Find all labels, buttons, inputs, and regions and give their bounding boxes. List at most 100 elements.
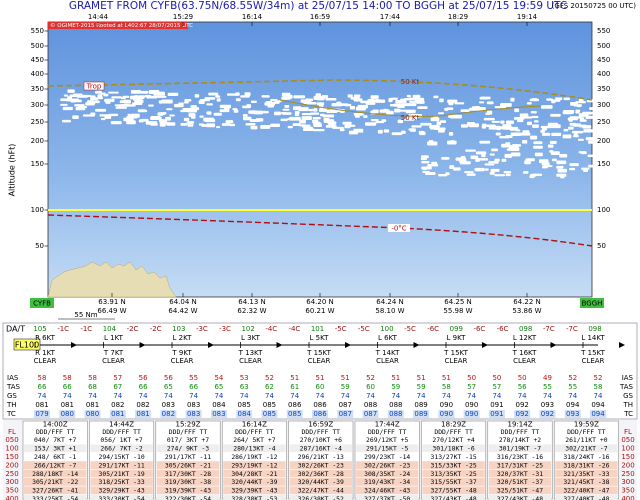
cloud — [347, 94, 353, 98]
cloud — [541, 128, 548, 131]
cloud — [583, 129, 595, 133]
cloud — [161, 99, 173, 104]
cloud — [437, 112, 445, 115]
cloud — [395, 109, 407, 112]
fl-value: 050 — [621, 436, 634, 444]
row-value: 084 — [237, 410, 251, 418]
cloud — [180, 109, 190, 113]
fl-value: 100 — [621, 445, 634, 453]
cloud — [575, 101, 587, 104]
cloud — [575, 111, 580, 114]
fl-value: 100 — [5, 445, 18, 453]
cloud — [508, 147, 520, 151]
cloud — [287, 117, 298, 121]
wind-cell: 056/ 1KT +7 — [100, 436, 142, 444]
cloud — [243, 116, 252, 121]
fl-value: 350 — [621, 487, 634, 495]
row-label: GS — [623, 392, 633, 400]
cloud — [547, 144, 554, 148]
cloud — [299, 119, 306, 124]
level-label-right: 200 — [597, 137, 610, 145]
wind-cell: 327/43KT -48 — [497, 495, 543, 500]
wind-cell: 327/55KT -48 — [431, 487, 477, 495]
row-value: 74 — [214, 392, 223, 400]
row-value: 087 — [339, 401, 352, 409]
cloud — [486, 124, 496, 127]
row-value: 086 — [288, 401, 302, 409]
cloud — [145, 121, 158, 125]
cell-bg — [24, 478, 87, 486]
cloud — [430, 117, 440, 122]
row-value: 58 — [38, 374, 47, 382]
block-time: 14:44Z — [109, 421, 134, 429]
row-value: 66 — [63, 383, 72, 391]
cloud — [130, 89, 141, 94]
wind-cell: 327/37KT -50 — [364, 495, 410, 500]
scale-label: 55 Nm — [74, 311, 97, 319]
block-time: 19:59Z — [574, 421, 599, 429]
cloud — [530, 135, 538, 140]
row-value: 58 — [442, 383, 451, 391]
cell-bg — [156, 478, 220, 486]
cloud — [504, 153, 513, 158]
cloud — [253, 110, 263, 115]
cell-bg — [356, 436, 419, 444]
wind-cell: 278/14KT +2 — [499, 436, 541, 444]
cloud — [157, 116, 162, 120]
cloud — [165, 116, 171, 121]
waypoint-lon: 55.98 W — [443, 307, 472, 315]
cloud — [474, 167, 485, 172]
wind-cell: 305/26KT -21 — [165, 461, 211, 469]
level-label-left: 400 — [31, 70, 44, 78]
cloud — [563, 128, 569, 132]
row-value: 55 — [543, 383, 552, 391]
cloud — [204, 97, 216, 100]
cloud — [526, 121, 533, 126]
level-label-left: 500 — [31, 42, 44, 50]
tc-cell — [539, 410, 556, 418]
leg-weather: CLEAR — [171, 357, 194, 365]
cloud — [229, 123, 236, 127]
cloud — [579, 119, 587, 122]
cloud — [568, 126, 574, 130]
row-value: 092 — [515, 401, 528, 409]
cloud — [422, 170, 430, 174]
cloud — [541, 105, 553, 109]
cloud — [524, 160, 531, 165]
cloud — [353, 94, 361, 98]
cloud — [339, 128, 345, 132]
row-value: 084 — [212, 401, 226, 409]
cloud — [148, 89, 160, 94]
cloud — [477, 158, 489, 161]
level-label-right: 350 — [597, 85, 610, 93]
cell-bg — [90, 436, 153, 444]
row-value: 085 — [263, 410, 276, 418]
wind-cell: 153/ 3KT +1 — [34, 445, 76, 453]
cloud — [166, 108, 173, 111]
waypoint-lon: 64.42 W — [168, 307, 197, 315]
wind-cell: 315/55KT -37 — [431, 478, 477, 486]
cloud — [180, 122, 188, 126]
time-label: 17:44 — [380, 13, 401, 21]
cloud — [494, 158, 500, 162]
fl-value: 350 — [5, 487, 18, 495]
cloud — [489, 153, 495, 156]
row-value: 74 — [113, 392, 122, 400]
block-time: 17:44Z — [375, 421, 400, 429]
cloud — [530, 110, 537, 114]
leg-bottom: R 1KT — [35, 349, 56, 357]
block-header: DDD/FFF TT — [36, 428, 75, 436]
cell-bg — [156, 444, 220, 453]
cloud — [481, 125, 487, 129]
row-value: 59 — [391, 383, 400, 391]
cloud — [132, 102, 143, 105]
cloud — [466, 173, 476, 176]
wind-cell: 305/21KT -19 — [99, 470, 145, 478]
cloud — [182, 108, 195, 111]
cloud — [420, 122, 432, 126]
cloud — [540, 125, 551, 129]
cloud — [187, 109, 197, 113]
cloud — [225, 120, 234, 124]
cell-bg — [90, 486, 153, 495]
cloud — [383, 108, 389, 112]
